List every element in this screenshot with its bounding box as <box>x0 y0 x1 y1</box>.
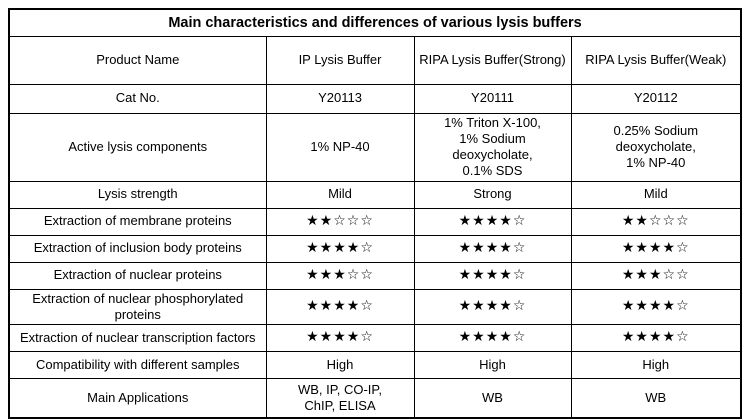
header-col-ip-lysis-buffer: IP Lysis Buffer <box>265 35 415 85</box>
title-row: Main characteristics and differences of … <box>8 8 742 37</box>
cell-components-ripa-strong: 1% Triton X-100, 1% Sodium deoxycholate,… <box>413 112 572 182</box>
table-row-nuclear-proteins: Extraction of nuclear proteins ★★★☆☆ ★★★… <box>8 261 742 290</box>
lysis-buffer-comparison-table: Main characteristics and differences of … <box>8 8 743 419</box>
rating-stars: ★★★★☆ <box>570 324 742 352</box>
row-label: Active lysis components <box>8 112 267 182</box>
cell-strength-ripa-strong: Strong <box>413 180 572 209</box>
cell-compatibility-ip: High <box>265 351 415 379</box>
table-row-active-components: Active lysis components 1% NP-40 1% Trit… <box>8 112 742 182</box>
row-label: Extraction of nuclear proteins <box>8 261 267 290</box>
table-row-inclusion-body-proteins: Extraction of inclusion body proteins ★★… <box>8 234 742 263</box>
table-row-cat-no: Cat No. Y20113 Y20111 Y20112 <box>8 83 742 114</box>
rating-stars: ★★★☆☆ <box>265 261 415 290</box>
rating-stars: ★★★★☆ <box>265 324 415 352</box>
cell-applications-ripa-strong: WB <box>413 378 572 418</box>
rating-stars: ★★★★☆ <box>570 288 742 325</box>
rating-stars: ★★☆☆☆ <box>265 207 415 236</box>
cell-strength-ripa-weak: Mild <box>570 180 742 209</box>
rating-stars: ★★★★☆ <box>265 234 415 263</box>
row-label: Extraction of inclusion body proteins <box>8 234 267 263</box>
rating-stars: ★★★★☆ <box>413 288 572 325</box>
header-row: Product Name IP Lysis Buffer RIPA Lysis … <box>8 35 742 85</box>
cell-cat-no-ripa-weak: Y20112 <box>570 83 742 114</box>
row-label: Extraction of membrane proteins <box>8 207 267 236</box>
cell-compatibility-ripa-strong: High <box>413 351 572 379</box>
rating-stars: ★★★★☆ <box>413 234 572 263</box>
row-label: Cat No. <box>8 83 267 114</box>
cell-cat-no-ip: Y20113 <box>265 83 415 114</box>
table-row-membrane-proteins: Extraction of membrane proteins ★★☆☆☆ ★★… <box>8 207 742 236</box>
rating-stars: ★★★★☆ <box>570 234 742 263</box>
rating-stars: ★★★★☆ <box>265 288 415 325</box>
table-title: Main characteristics and differences of … <box>8 8 742 37</box>
table-row-nuclear-transcription-factors: Extraction of nuclear transcription fact… <box>8 324 742 352</box>
table-row-compatibility: Compatibility with different samples Hig… <box>8 351 742 379</box>
rating-stars: ★★★☆☆ <box>570 261 742 290</box>
row-label: Main Applications <box>8 378 267 418</box>
cell-compatibility-ripa-weak: High <box>570 351 742 379</box>
header-product-name: Product Name <box>8 35 267 85</box>
cell-components-ripa-weak: 0.25% Sodium deoxycholate, 1% NP-40 <box>570 112 742 182</box>
cell-components-ip: 1% NP-40 <box>265 112 415 182</box>
cell-cat-no-ripa-strong: Y20111 <box>413 83 572 114</box>
header-col-ripa-strong: RIPA Lysis Buffer(Strong) <box>413 35 572 85</box>
rating-stars: ★★★★☆ <box>413 207 572 236</box>
row-label: Extraction of nuclear phosphorylated pro… <box>8 288 267 325</box>
rating-stars: ★★★★☆ <box>413 261 572 290</box>
cell-applications-ripa-weak: WB <box>570 378 742 418</box>
row-label: Compatibility with different samples <box>8 351 267 379</box>
cell-strength-ip: Mild <box>265 180 415 209</box>
rating-stars: ★★☆☆☆ <box>570 207 742 236</box>
rating-stars: ★★★★☆ <box>413 324 572 352</box>
row-label: Extraction of nuclear transcription fact… <box>8 324 267 352</box>
table-row-nuclear-phosphorylated-proteins: Extraction of nuclear phosphorylated pro… <box>8 288 742 325</box>
header-col-ripa-weak: RIPA Lysis Buffer(Weak) <box>570 35 742 85</box>
table-row-main-applications: Main Applications WB, IP, CO-IP, ChIP, E… <box>8 378 742 418</box>
cell-applications-ip: WB, IP, CO-IP, ChIP, ELISA <box>265 378 415 418</box>
row-label: Lysis strength <box>8 180 267 209</box>
table-row-lysis-strength: Lysis strength Mild Strong Mild <box>8 180 742 209</box>
